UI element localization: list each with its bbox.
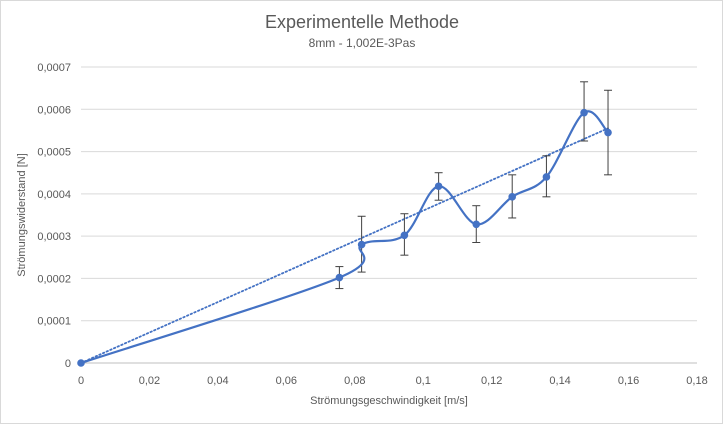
series-line <box>80 110 609 365</box>
x-tick-label: 0,14 <box>549 375 570 387</box>
y-axis-label: Strömungswiderstand [N] <box>16 153 28 277</box>
gridlines <box>81 66 697 322</box>
data-point <box>604 128 612 137</box>
y-tick-label: 0,0006 <box>37 104 71 116</box>
x-tick-label: 0,16 <box>618 375 639 387</box>
series-group <box>77 81 613 367</box>
data-point <box>400 231 409 240</box>
x-tick-label: 0,18 <box>686 375 707 387</box>
x-tick-label: 0 <box>78 375 84 387</box>
x-tick-label: 0,04 <box>207 375 228 387</box>
x-tick-label: 0,12 <box>481 375 502 387</box>
y-tick-label: 0,0007 <box>37 62 71 74</box>
data-point <box>542 173 551 181</box>
x-tick-label: 0,1 <box>416 375 431 387</box>
x-tick-label: 0,02 <box>139 375 160 387</box>
y-tick-label: 0 <box>65 358 71 370</box>
data-point <box>508 193 517 201</box>
x-axis-label: Strömungsgeschwindigkeit [m/s] <box>310 395 468 407</box>
chart-title: Experimentelle Methode <box>265 12 459 32</box>
y-tick-labels: 0 0,0001 0,0002 0,0003 0,0004 0,0005 0,0006 0,0… <box>37 62 71 370</box>
data-point <box>77 359 85 367</box>
trendline-group <box>80 127 609 364</box>
x-tick-label: 0,06 <box>276 375 297 387</box>
data-point <box>434 182 443 191</box>
x-tick-label: 0,08 <box>344 375 365 387</box>
trendline <box>80 127 609 364</box>
x-tick-labels: 0 0,02 0,04 0,06 0,08 0,1 0,12 0,14 0,16 0,18 <box>78 375 708 387</box>
y-tick-label: 0,0004 <box>37 189 71 201</box>
data-point <box>357 240 366 249</box>
y-tick-label: 0,0005 <box>37 147 71 159</box>
y-tick-label: 0,0003 <box>37 231 71 243</box>
chart-subtitle: 8mm - 1,002E-3Pas <box>309 36 416 50</box>
data-point <box>335 273 344 282</box>
data-point <box>580 108 588 117</box>
y-tick-label: 0,0001 <box>37 316 71 328</box>
data-point <box>472 220 481 229</box>
y-tick-label: 0,0002 <box>37 273 71 285</box>
